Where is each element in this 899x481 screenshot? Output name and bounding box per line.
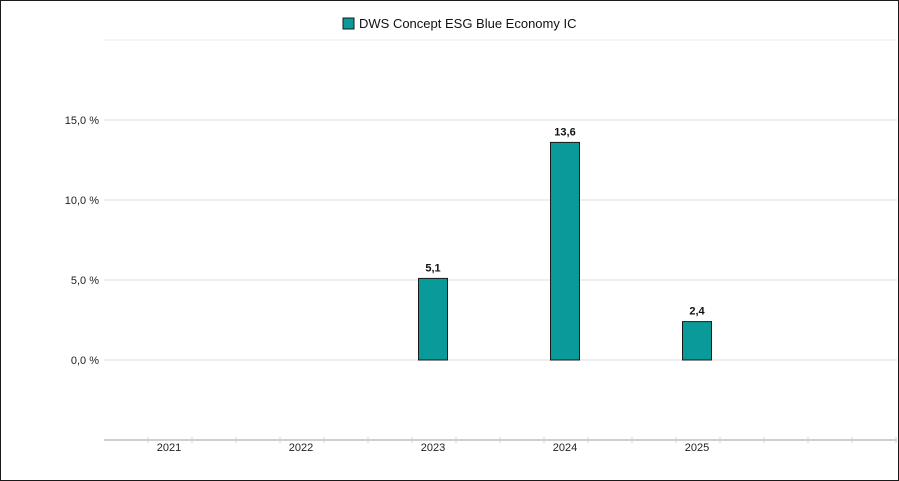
y-tick-label: 0,0 % (71, 355, 99, 367)
x-axis: 2021 2022 2023 2024 2025 (104, 437, 897, 454)
y-tick-label: 5,0 % (71, 275, 99, 287)
y-tick-label: 10,0 % (65, 195, 99, 207)
x-tick-label: 2024 (553, 442, 577, 454)
legend-swatch (342, 17, 355, 30)
grid-lines (104, 39, 897, 361)
data-label: 13,6 (554, 126, 575, 138)
data-label: 5,1 (425, 262, 440, 274)
data-label: 2,4 (689, 306, 705, 318)
legend-label: DWS Concept ESG Blue Economy IC (359, 16, 576, 31)
y-tick-label: 15,0 % (65, 115, 99, 127)
data-labels: 5,1 13,6 2,4 (425, 126, 705, 317)
x-tick-label: 2023 (421, 442, 445, 454)
x-tick-label: 2025 (685, 442, 709, 454)
x-tick-label: 2021 (157, 442, 181, 454)
bar[interactable] (550, 141, 580, 361)
bar[interactable] (682, 321, 712, 361)
x-tick-label: 2022 (289, 442, 313, 454)
bar[interactable] (418, 277, 448, 361)
bars (418, 141, 712, 361)
y-axis-ticks: 0,0 % 5,0 % 10,0 % 15,0 % (65, 115, 99, 367)
legend[interactable]: DWS Concept ESG Blue Economy IC (342, 16, 576, 31)
